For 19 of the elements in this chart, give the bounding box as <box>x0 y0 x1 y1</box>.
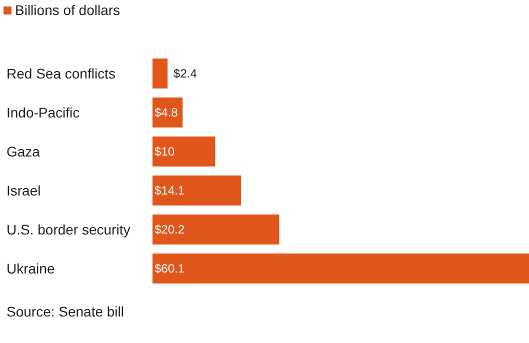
bar <box>152 214 280 245</box>
bar <box>152 58 168 89</box>
y-tick-label: Red Sea conflicts <box>6 66 116 82</box>
legend-label: Billions of dollars <box>15 2 120 18</box>
y-tick-label: Gaza <box>6 144 40 160</box>
y-tick-label: U.S. border security <box>6 222 130 238</box>
y-tick-label: Ukraine <box>6 260 55 276</box>
data-label: $14.1 <box>154 184 185 198</box>
data-label: $2.4 <box>174 66 198 80</box>
y-tick-label: Indo-Pacific <box>6 104 80 120</box>
data-label: $10 <box>154 144 175 158</box>
source-note: Source: Senate bill <box>6 304 124 320</box>
bar <box>152 136 216 167</box>
bar <box>152 253 529 284</box>
data-label: $4.8 <box>154 106 178 120</box>
data-label: $60.1 <box>154 262 185 276</box>
y-tick-label: Israel <box>6 182 41 198</box>
data-label: $20.2 <box>154 222 185 236</box>
bar <box>152 175 241 206</box>
